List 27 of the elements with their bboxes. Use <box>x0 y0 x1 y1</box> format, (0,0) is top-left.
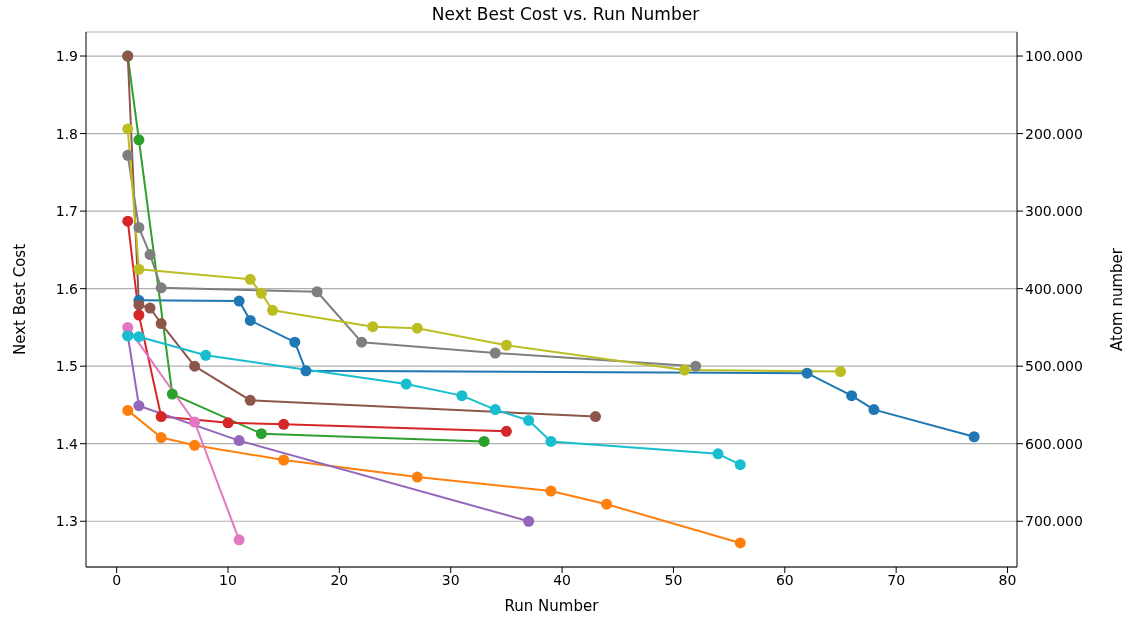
y2-axis-title: Atom number <box>1108 247 1127 351</box>
y2-tick-label: 600.000 <box>1025 435 1083 452</box>
y2-tick-label: 100.000 <box>1025 48 1083 65</box>
y-tick-label: 1.3 <box>55 513 78 530</box>
y2-tick-label: 300.000 <box>1025 203 1083 220</box>
x-tick-label: 80 <box>998 571 1017 588</box>
x-tick-label: 0 <box>112 571 122 588</box>
x-axis-title: Run Number <box>504 597 600 615</box>
y-axis-title: Next Best Cost <box>11 243 30 356</box>
y-tick-label: 1.7 <box>55 203 78 220</box>
x-tick-label: 60 <box>775 571 794 588</box>
chart-title: Next Best Cost vs. Run Number <box>430 4 701 24</box>
y-tick-label: 1.4 <box>55 435 79 452</box>
y2-tick-label: 400.000 <box>1025 280 1083 297</box>
x-tick-label: 20 <box>330 571 349 588</box>
y2-tick-label: 200.000 <box>1025 125 1083 142</box>
x-tick-label: 70 <box>887 571 906 588</box>
y-tick-label: 1.5 <box>55 358 78 375</box>
x-tick-label: 30 <box>441 571 460 588</box>
y2-tick-label: 500.000 <box>1025 358 1083 375</box>
x-tick-label: 50 <box>664 571 683 588</box>
x-tick-label: 40 <box>553 571 571 588</box>
y-tick-label: 1.8 <box>55 125 78 142</box>
y-tick-label: 1.9 <box>55 48 78 65</box>
x-tick-label: 10 <box>219 571 237 588</box>
y-tick-label: 1.6 <box>55 280 79 297</box>
y2-tick-label: 700.000 <box>1025 513 1083 530</box>
